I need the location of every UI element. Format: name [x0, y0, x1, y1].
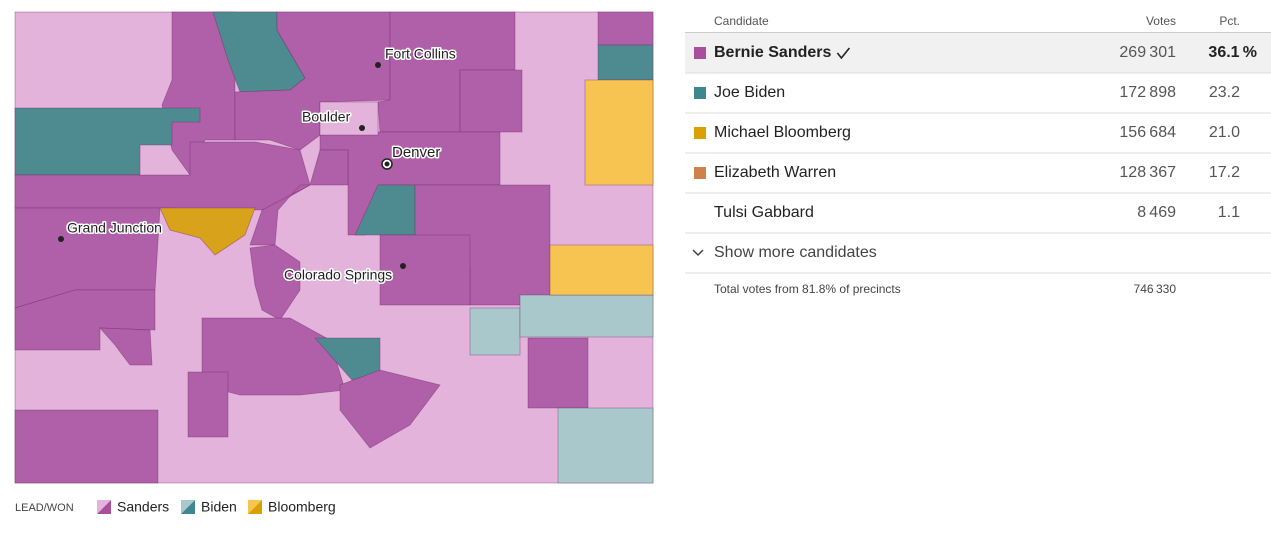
city-dot: [58, 236, 64, 242]
candidate-name: Joe Biden: [714, 84, 785, 101]
legend: LEAD/WON Sanders Biden Bloomberg: [15, 499, 336, 515]
city-label: Fort Collins: [385, 46, 456, 62]
legend-label: Bloomberg: [268, 499, 336, 515]
votes: 156 684: [1119, 124, 1176, 141]
total-label: Total votes from 81.8% of precincts: [714, 282, 901, 296]
county: [249, 244, 301, 321]
map: Fort Collins Boulder Denver Grand Juncti…: [14, 11, 654, 484]
city-label: Grand Junction: [67, 220, 162, 236]
chevron[interactable]: [692, 249, 704, 257]
column-header: Votes: [1146, 14, 1176, 28]
county: [549, 244, 654, 296]
winner-check: [836, 47, 851, 60]
votes: 269 301: [1119, 44, 1176, 61]
candidate-swatch: [694, 47, 706, 59]
county: [519, 294, 654, 338]
city-dot: [400, 263, 406, 269]
legend-swatch: [248, 500, 262, 514]
county: [527, 337, 589, 409]
county: [187, 371, 229, 438]
county: [597, 11, 654, 46]
percent: 23.2: [1209, 84, 1240, 101]
row-highlight: [685, 33, 1271, 73]
city-dot: [359, 125, 365, 131]
county: [597, 44, 654, 81]
column-header: Pct.: [1219, 14, 1240, 28]
county: [14, 409, 159, 484]
votes: 128 367: [1119, 164, 1176, 181]
city-label: Colorado Springs: [284, 267, 392, 283]
city-dot: [384, 161, 390, 167]
legend-swatch: [97, 500, 111, 514]
county: [469, 307, 521, 356]
candidate-name: Michael Bloomberg: [714, 124, 851, 141]
county: [99, 327, 153, 366]
county: [14, 289, 156, 351]
county: [584, 79, 654, 186]
show-more[interactable]: Show more candidates: [714, 244, 877, 261]
votes: 8 469: [1137, 204, 1176, 221]
legend-label: Biden: [201, 499, 237, 515]
votes: 172 898: [1119, 84, 1176, 101]
legend-swatch: [181, 500, 195, 514]
percent: 36.1 %: [1208, 44, 1257, 61]
total-votes: 746 330: [1134, 282, 1177, 296]
county: [339, 369, 441, 449]
candidate-swatch: [694, 127, 706, 139]
legend-title: LEAD/WON: [15, 502, 74, 514]
candidate-swatch: [694, 167, 706, 179]
city-label: Denver: [392, 144, 440, 161]
percent: 1.1: [1218, 204, 1240, 221]
results-table: Candidate Votes Pct. Bernie Sanders 269 3…: [685, 14, 1271, 296]
column-header: Candidate: [714, 14, 769, 28]
city-dot: [375, 62, 381, 68]
candidate-swatch: [694, 87, 706, 99]
county: [249, 149, 349, 246]
candidate-name: Bernie Sanders: [714, 44, 831, 61]
county: [557, 407, 654, 484]
county: [159, 207, 256, 256]
legend-label: Sanders: [117, 499, 169, 515]
county: [379, 234, 471, 306]
city-label: Boulder: [302, 109, 351, 125]
county: [459, 69, 523, 133]
candidate-name: Tulsi Gabbard: [714, 204, 814, 221]
percent: 17.2: [1209, 164, 1240, 181]
percent: 21.0: [1209, 124, 1240, 141]
candidate-name: Elizabeth Warren: [714, 164, 836, 181]
